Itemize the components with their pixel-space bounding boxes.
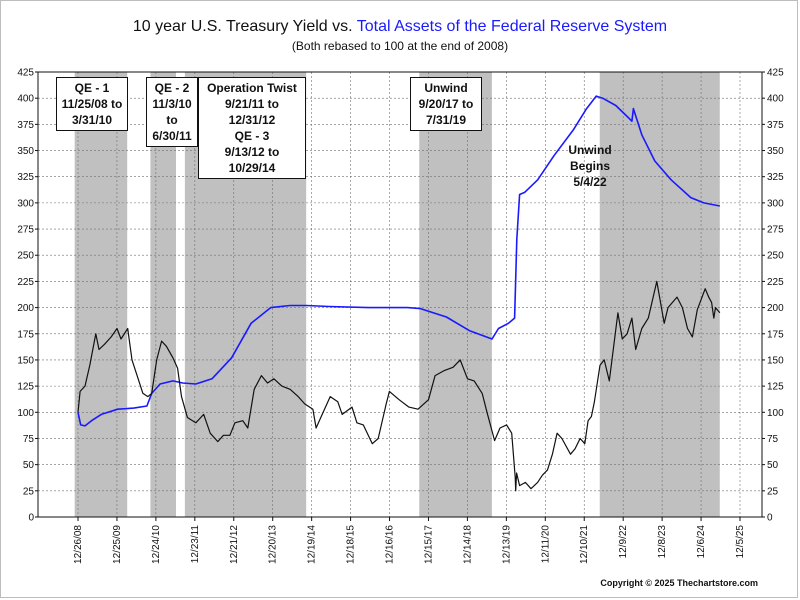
annotation-twist-line: 12/31/12 — [228, 113, 276, 127]
y-tick-label-left: 275 — [17, 225, 34, 236]
annotation-twist-line: Operation Twist — [207, 81, 297, 95]
y-tick-label-left: 175 — [17, 329, 34, 340]
annotation-qe2: QE - 2 11/3/10 to 6/30/11 — [146, 77, 198, 147]
x-tick-label: 12/20/13 — [268, 525, 279, 564]
series-line-fed-assets — [77, 95, 720, 427]
y-tick-label-left: 375 — [17, 120, 34, 131]
y-tick-label-right: 275 — [767, 225, 784, 236]
annotation-twist-line: 10/29/14 — [228, 161, 276, 175]
y-tick-label-right: 400 — [767, 94, 784, 105]
chart-title: 10 year U.S. Treasury Yield vs. Total As… — [0, 18, 800, 36]
y-tick-label-right: 225 — [767, 277, 784, 288]
y-tick-label-right: 350 — [767, 146, 784, 157]
y-tick-label-right: 75 — [767, 434, 779, 445]
x-tick-label: 12/19/14 — [307, 525, 318, 564]
title-treasury: 10 year U.S. Treasury Yield vs. — [132, 18, 357, 35]
y-tick-label-left: 25 — [23, 486, 35, 497]
y-tick-label-left: 125 — [17, 382, 34, 393]
y-tick-label-left: 50 — [23, 460, 35, 471]
y-tick-label-right: 50 — [767, 460, 779, 471]
x-tick-label: 12/16/16 — [385, 525, 396, 564]
y-tick-label-left: 400 — [17, 94, 34, 105]
annotation-twist-line: 9/21/11 to — [224, 97, 280, 111]
x-tick-label: 12/21/12 — [229, 525, 240, 564]
y-tick-label-right: 325 — [767, 172, 784, 183]
x-tick-label: 12/9/22 — [618, 525, 629, 559]
annotation-qe2-line: 11/3/10 to — [152, 97, 192, 127]
annotation-unwind-2017: Unwind 9/20/17 to 7/31/19 — [410, 77, 482, 131]
x-tick-label: 12/8/23 — [657, 525, 668, 559]
shaded-period — [599, 72, 720, 517]
y-tick-label-right: 250 — [767, 251, 784, 262]
y-tick-label-left: 200 — [17, 303, 34, 314]
title-fed-assets: Total Assets of the Federal Reserve Syst… — [356, 18, 668, 35]
annotation-twist-line: 9/13/12 to — [224, 145, 280, 159]
y-tick-label-left: 150 — [17, 355, 34, 366]
plot-border — [37, 71, 763, 518]
annotation-qe1-line: QE - 1 — [74, 81, 110, 95]
y-tick-label-left: 300 — [17, 198, 34, 209]
annotation-unwind1-line: 9/20/17 to — [418, 97, 474, 111]
y-tick-label-right: 300 — [767, 198, 784, 209]
x-tick-label: 12/10/21 — [579, 525, 590, 564]
copyright-text: Copyright © 2025 Thechartstore.com — [600, 578, 758, 588]
y-tick-label-right: 25 — [767, 486, 779, 497]
annotation-unwind1-line: 7/31/19 — [425, 113, 467, 127]
y-tick-label-left: 75 — [23, 434, 35, 445]
y-tick-label-right: 425 — [767, 68, 784, 79]
annotation-qe1: QE - 1 11/25/08 to 3/31/10 — [56, 77, 128, 131]
x-tick-label: 12/6/24 — [696, 525, 707, 559]
annotation-qe1-line: 3/31/10 — [71, 113, 113, 127]
x-tick-label: 12/24/10 — [151, 525, 162, 564]
x-tick-label: 12/23/11 — [190, 525, 201, 564]
shaded-period — [74, 72, 128, 517]
y-tick-label-left: 425 — [17, 68, 34, 79]
annotation-unwind2-line: Unwind — [568, 143, 612, 157]
annotation-twist-line: QE - 3 — [234, 129, 270, 143]
annotation-unwind2-line: Begins — [569, 159, 610, 173]
y-tick-label-right: 175 — [767, 329, 784, 340]
y-tick-label-right: 125 — [767, 382, 784, 393]
annotation-qe2-line: QE - 2 — [154, 81, 190, 95]
x-tick-label: 12/11/20 — [540, 525, 551, 564]
annotation-unwind1-line: Unwind — [424, 81, 468, 95]
annotation-qe1-line: 11/25/08 to — [61, 97, 123, 111]
y-tick-label-right: 0 — [767, 513, 773, 524]
y-tick-label-left: 325 — [17, 172, 34, 183]
annotation-twist-qe3: Operation Twist 9/21/11 to 12/31/12 QE -… — [198, 77, 306, 179]
x-tick-label: 12/5/25 — [735, 525, 746, 559]
annotation-qe2-line: 6/30/11 — [152, 129, 192, 143]
annotation-unwind-2022: Unwind Begins 5/4/22 — [560, 142, 620, 190]
y-tick-label-right: 150 — [767, 355, 784, 366]
y-tick-label-left: 225 — [17, 277, 34, 288]
x-tick-label: 12/18/15 — [346, 525, 357, 564]
y-tick-label-right: 100 — [767, 408, 784, 419]
x-tick-label: 12/25/09 — [112, 525, 123, 564]
y-tick-label-left: 100 — [17, 408, 34, 419]
x-tick-label: 12/13/19 — [501, 525, 512, 564]
chart-subtitle: (Both rebased to 100 at the end of 2008) — [291, 39, 509, 53]
y-tick-label-left: 350 — [17, 146, 34, 157]
x-tick-label: 12/26/08 — [73, 525, 84, 564]
annotation-unwind2-line: 5/4/22 — [573, 175, 607, 189]
y-tick-label-right: 375 — [767, 120, 784, 131]
x-tick-label: 12/15/17 — [423, 525, 434, 564]
y-tick-label-left: 0 — [28, 513, 34, 524]
shaded-period — [419, 72, 492, 517]
x-tick-label: 12/14/18 — [462, 525, 473, 564]
series-line-treasury — [77, 280, 721, 492]
y-tick-label-left: 250 — [17, 251, 34, 262]
y-tick-label-right: 200 — [767, 303, 784, 314]
